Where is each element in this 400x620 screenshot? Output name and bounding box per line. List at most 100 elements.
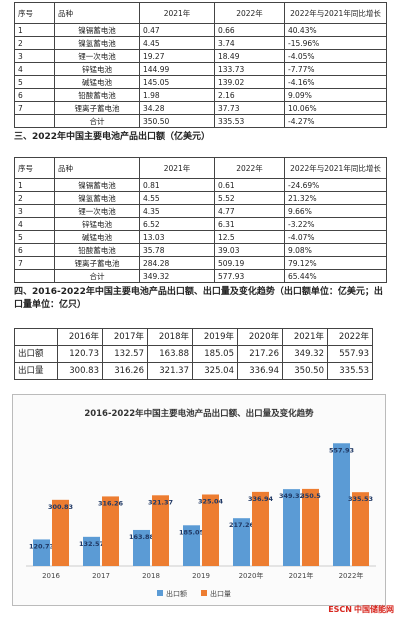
cell: 336.94	[237, 362, 283, 380]
x-tick-label: 2016	[42, 572, 60, 580]
x-tick-label: 2022年	[339, 571, 364, 580]
data-label: 217.26	[229, 521, 255, 529]
cell: -4.05%	[284, 49, 387, 63]
data-label: 163.88	[129, 533, 155, 541]
cell: 0.81	[139, 178, 215, 192]
cell: 碱锰电池	[54, 75, 140, 89]
header-cell: 2022年与2021年同比增长	[284, 157, 387, 179]
chart-frame	[12, 394, 386, 606]
data-label: 336.94	[248, 495, 274, 503]
total-cell: 350.50	[139, 114, 215, 128]
cell: 镍镉蓄电池	[54, 23, 140, 37]
data-label: 349.32	[279, 492, 304, 500]
header-cell: 2022年	[327, 328, 373, 346]
cell: 5	[14, 75, 55, 89]
header-cell: 2019年	[192, 328, 238, 346]
row: 3 锂一次电池 4.35 4.77 9.66%	[14, 204, 387, 218]
cell: 镍氢蓄电池	[54, 36, 140, 50]
row: 5 碱锰电池 145.05 139.02 -4.16%	[14, 75, 387, 89]
cell: 37.73	[214, 101, 285, 115]
cell: 217.26	[237, 345, 283, 363]
row: 6 铅酸蓄电池 1.98 2.16 9.09%	[14, 88, 387, 102]
cell: 6	[14, 243, 55, 257]
row-label: 出口额	[14, 345, 58, 363]
cell: 0.66	[214, 23, 285, 37]
data-label: 350.5	[300, 492, 321, 500]
cell: 145.05	[139, 75, 215, 89]
cell: 0.61	[214, 178, 285, 192]
cell: -4.07%	[284, 230, 387, 244]
cell: 350.50	[282, 362, 328, 380]
header-row: 序号 品种 2021年 2022年 2022年与2021年同比增长	[14, 2, 387, 24]
cell: 6	[14, 88, 55, 102]
bar	[102, 496, 119, 566]
total-row: 合计 350.50 335.53 -4.27%	[14, 114, 387, 128]
total-cell: 577.93	[214, 269, 285, 283]
cell: 7	[14, 101, 55, 115]
cell: 4	[14, 62, 55, 76]
cell: 9.66%	[284, 204, 387, 218]
row: 5 碱锰电池 13.03 12.5 -4.07%	[14, 230, 387, 244]
row: 3 锂一次电池 19.27 18.49 -4.05%	[14, 49, 387, 63]
cell: 349.32	[282, 345, 328, 363]
row: 4 锌锰电池 6.52 6.31 -3.22%	[14, 217, 387, 231]
legend-swatch	[157, 590, 163, 596]
cell: 锌锰电池	[54, 217, 140, 231]
header-cell: 2020年	[237, 328, 283, 346]
cell: 39.03	[214, 243, 285, 257]
cell: 3.74	[214, 36, 285, 50]
bar	[152, 495, 169, 566]
data-label: 325.04	[198, 497, 224, 505]
corner-cell	[14, 328, 58, 346]
row: 出口量 300.83 316.26 321.37 325.04 336.94 350.50 3…	[14, 362, 373, 380]
cell: 316.26	[102, 362, 148, 380]
cell: 9.08%	[284, 243, 387, 257]
bar	[352, 492, 369, 566]
x-tick-label: 2019	[192, 572, 210, 580]
heading: 三、2022年中国主要电池产品出口额（亿美元）	[14, 132, 211, 142]
cell: 335.53	[327, 362, 373, 380]
row: 2 镍氢蓄电池 4.45 3.74 -15.96%	[14, 36, 387, 50]
row: 1 镍镉蓄电池 0.47 0.66 40.43%	[14, 23, 387, 37]
data-label: 185.05	[179, 528, 205, 536]
cell: 19.27	[139, 49, 215, 63]
header-cell: 2022年	[214, 157, 285, 179]
heading: 四、2016-2022年中国主要电池产品出口额、出口量及变化趋势（出口额单位：亿…	[14, 287, 383, 310]
cell: 0.47	[139, 23, 215, 37]
bar	[302, 488, 319, 566]
cell: 镍镉蓄电池	[54, 178, 140, 192]
row: 4 锌锰电池 144.99 133.73 -7.77%	[14, 62, 387, 76]
cell: 13.03	[139, 230, 215, 244]
data-label: 300.83	[48, 503, 73, 511]
cell: -15.96%	[284, 36, 387, 50]
cell: 79.12%	[284, 256, 387, 270]
data-label: 316.26	[98, 499, 124, 507]
cell: 12.5	[214, 230, 285, 244]
x-tick-label: 2021年	[289, 571, 314, 580]
cell: 120.73	[57, 345, 103, 363]
cell: 40.43%	[284, 23, 387, 37]
bar	[133, 529, 150, 566]
header-row: 2016年 2017年 2018年 2019年 2020年 2021年 2022年	[14, 328, 373, 346]
cell: 5	[14, 230, 55, 244]
total-cell: 合计	[54, 114, 140, 128]
row-label: 出口量	[14, 362, 58, 380]
cell: 139.02	[214, 75, 285, 89]
cell: 21.32%	[284, 191, 387, 205]
x-tick-label: 2017	[92, 572, 110, 580]
cell: 325.04	[192, 362, 238, 380]
bar	[283, 489, 300, 566]
data-label: 321.37	[148, 498, 173, 506]
cell: 锌锰电池	[54, 62, 140, 76]
row: 7 锂离子蓄电池 284.28 509.19 79.12%	[14, 256, 387, 270]
cell: 9.09%	[284, 88, 387, 102]
cell: 4.55	[139, 191, 215, 205]
row: 1 镍镉蓄电池 0.81 0.61 -24.69%	[14, 178, 387, 192]
bar	[33, 539, 50, 566]
cell: 321.37	[147, 362, 193, 380]
cell: 163.88	[147, 345, 193, 363]
cell: 4.45	[139, 36, 215, 50]
chart-title: 2016-2022年中国主要电池产品出口额、出口量及变化趋势	[84, 408, 314, 419]
cell: 4.35	[139, 204, 215, 218]
